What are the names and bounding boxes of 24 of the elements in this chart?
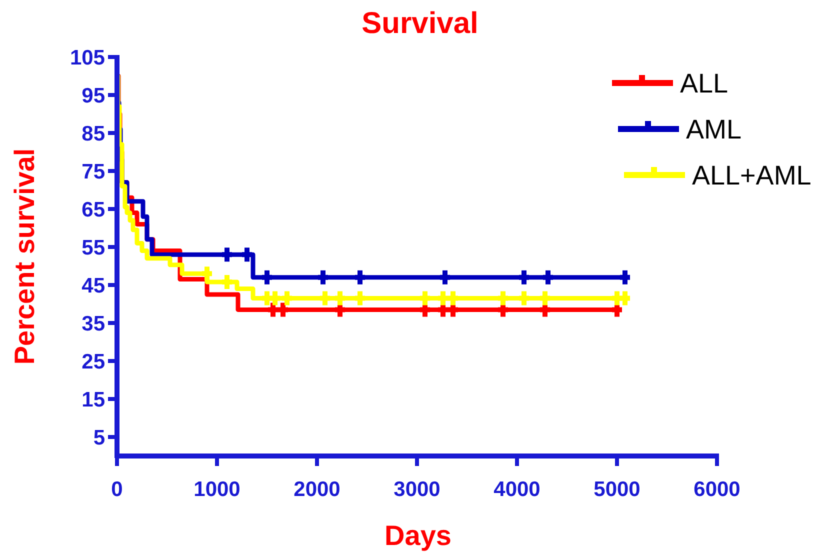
- legend-label: ALL+AML: [692, 160, 812, 190]
- y-tick-label: 85: [82, 122, 106, 146]
- y-tick-label: 5: [93, 426, 106, 450]
- legend-label: ALL: [680, 68, 728, 98]
- x-tick-label: 1000: [194, 478, 240, 501]
- x-tick-label: 3000: [394, 478, 440, 501]
- x-tick-label: 6000: [694, 478, 740, 501]
- y-axis-title: Percent survival: [9, 148, 40, 365]
- x-tick-label: 2000: [294, 478, 340, 501]
- chart-title: Survival: [362, 7, 478, 40]
- x-axis-title: Days: [384, 520, 452, 551]
- y-tick-label: 65: [82, 198, 106, 222]
- x-tick-label: 4000: [494, 478, 540, 501]
- y-tick-label: 75: [82, 160, 106, 184]
- y-tick-label: 95: [82, 84, 106, 108]
- y-tick-label: 55: [82, 236, 106, 260]
- y-tick-label: 35: [82, 312, 106, 336]
- y-tick-label: 15: [82, 388, 106, 412]
- y-tick-label: 25: [82, 350, 106, 374]
- x-tick-label: 5000: [594, 478, 640, 501]
- x-tick-label: 0: [111, 478, 123, 501]
- legend-label: AML: [686, 114, 742, 144]
- y-tick-label: 45: [82, 274, 106, 298]
- y-tick-label: 105: [70, 46, 106, 70]
